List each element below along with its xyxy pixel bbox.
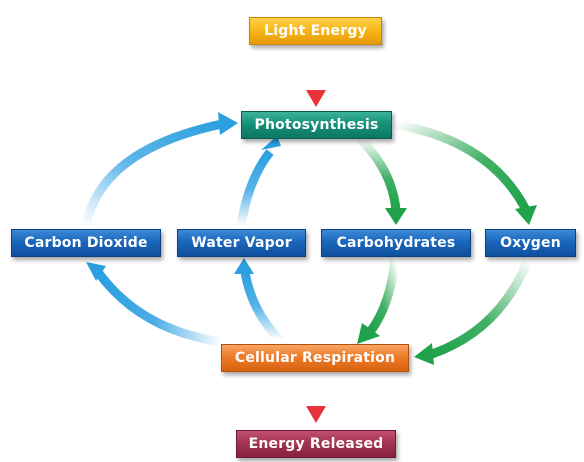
photosynthesis-box: Photosynthesis (241, 111, 392, 139)
arrow-photosynthesis-to-oxygen (392, 119, 537, 225)
photosynthesis-label: Photosynthesis (254, 117, 379, 133)
water-vapor-label: Water Vapor (191, 235, 292, 251)
carbon-dioxide-label: Carbon Dioxide (24, 235, 148, 251)
arrow-respiration-to-water (234, 258, 284, 344)
water-vapor-box: Water Vapor (177, 229, 306, 257)
arrow-photosynthesis-to-carbohydrates (356, 135, 407, 225)
energy-released-box: Energy Released (236, 430, 396, 458)
arrow-co2-to-photosynthesis (81, 112, 238, 227)
cellular-respiration-box: Cellular Respiration (221, 344, 409, 372)
carbohydrates-box: Carbohydrates (321, 229, 471, 257)
arrow-carbohydrates-to-respiration (357, 259, 400, 344)
light-energy-box: Light Energy (249, 17, 382, 45)
arrow-respiration-to-energy (306, 374, 326, 423)
carbohydrates-label: Carbohydrates (336, 235, 456, 251)
light-energy-label: Light Energy (264, 23, 367, 39)
cellular-respiration-label: Cellular Respiration (234, 350, 396, 366)
arrow-oxygen-to-respiration (414, 258, 533, 365)
oxygen-label: Oxygen (500, 235, 561, 251)
arrow-light-to-photosynthesis (306, 48, 326, 107)
arrow-respiration-to-co2 (86, 262, 223, 347)
oxygen-box: Oxygen (485, 229, 576, 257)
arrow-water-to-photosynthesis (236, 136, 281, 227)
energy-released-label: Energy Released (248, 436, 384, 452)
carbon-dioxide-box: Carbon Dioxide (11, 229, 161, 257)
